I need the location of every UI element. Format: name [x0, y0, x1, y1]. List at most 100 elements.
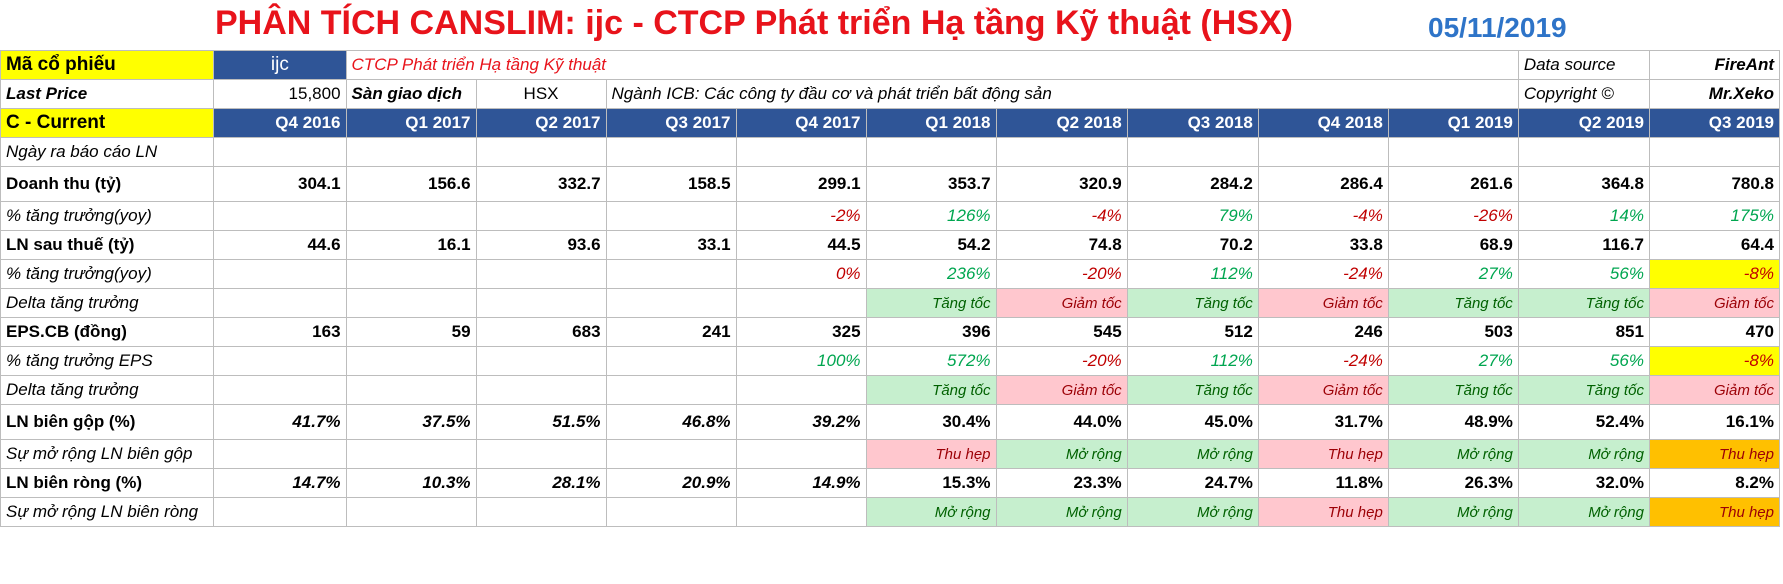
cell[interactable]: Tăng tốc [865, 375, 997, 405]
current-label[interactable]: C - Current [0, 108, 215, 138]
cell[interactable]: Giảm tốc [1257, 375, 1389, 405]
cell[interactable]: 332.7 [475, 166, 607, 202]
cell[interactable]: Tăng tốc [1517, 375, 1650, 405]
cell[interactable] [605, 346, 737, 376]
cell[interactable]: 11.8% [1257, 468, 1389, 498]
cell[interactable]: 851 [1517, 317, 1650, 347]
cell[interactable]: 33.8 [1257, 230, 1389, 260]
cell[interactable]: 70.2 [1126, 230, 1259, 260]
cell[interactable]: 16.1% [1648, 404, 1781, 440]
cell[interactable]: 48.9% [1387, 404, 1519, 440]
cell[interactable]: 93.6 [475, 230, 607, 260]
cell[interactable]: 284.2 [1126, 166, 1259, 202]
cell[interactable]: Tăng tốc [1387, 375, 1519, 405]
last-price-label[interactable]: Last Price [0, 79, 215, 109]
cell[interactable]: 39.2% [735, 404, 867, 440]
row-label[interactable]: Ngày ra báo cáo LN [0, 137, 215, 167]
data-source-label[interactable]: Data source [1517, 50, 1650, 80]
cell[interactable]: Tăng tốc [1126, 375, 1259, 405]
cell[interactable]: 241 [605, 317, 737, 347]
last-price-value[interactable]: 15,800 [213, 79, 347, 109]
cell[interactable] [213, 375, 347, 405]
cell[interactable] [345, 137, 477, 167]
row-label[interactable]: Sự mở rộng LN biên ròng [0, 497, 215, 527]
cell[interactable] [1648, 137, 1781, 167]
cell[interactable] [213, 137, 347, 167]
quarter-header[interactable]: Q4 2016 [213, 108, 347, 138]
cell[interactable] [605, 259, 737, 289]
cell[interactable]: Mở rộng [1387, 439, 1519, 469]
cell[interactable]: 158.5 [605, 166, 737, 202]
quarter-header[interactable]: Q2 2018 [995, 108, 1128, 138]
cell[interactable] [735, 137, 867, 167]
cell[interactable]: -4% [1257, 201, 1389, 231]
cell[interactable] [735, 497, 867, 527]
quarter-header[interactable]: Q1 2017 [345, 108, 477, 138]
cell[interactable]: Tăng tốc [865, 288, 997, 318]
cell[interactable] [213, 497, 347, 527]
row-label[interactable]: EPS.CB (đồng) [0, 317, 215, 347]
cell[interactable] [1517, 137, 1650, 167]
cell[interactable] [345, 497, 477, 527]
cell[interactable] [345, 201, 477, 231]
cell[interactable]: 512 [1126, 317, 1259, 347]
cell[interactable]: 14.9% [735, 468, 867, 498]
copyright-value[interactable]: Mr.Xeko [1648, 79, 1781, 109]
cell[interactable]: Giảm tốc [1257, 288, 1389, 318]
cell[interactable]: Thu hẹp [1648, 439, 1781, 469]
cell[interactable]: 545 [995, 317, 1128, 347]
cell[interactable]: Mở rộng [865, 497, 997, 527]
cell[interactable] [213, 201, 347, 231]
ticker-label[interactable]: Mã cổ phiếu [0, 50, 215, 80]
cell[interactable] [345, 346, 477, 376]
cell[interactable] [345, 439, 477, 469]
row-label[interactable]: Delta tăng trưởng [0, 288, 215, 318]
data-source-value[interactable]: FireAnt [1648, 50, 1781, 80]
cell[interactable]: 325 [735, 317, 867, 347]
cell[interactable]: 27% [1387, 259, 1519, 289]
cell[interactable]: -24% [1257, 346, 1389, 376]
cell[interactable] [605, 375, 737, 405]
cell[interactable]: 37.5% [345, 404, 477, 440]
cell[interactable] [605, 439, 737, 469]
quarter-header[interactable]: Q2 2017 [475, 108, 607, 138]
cell[interactable]: Tăng tốc [1126, 288, 1259, 318]
cell[interactable]: 59 [345, 317, 477, 347]
cell[interactable]: 112% [1126, 346, 1259, 376]
cell[interactable] [475, 201, 607, 231]
cell[interactable]: 364.8 [1517, 166, 1650, 202]
cell[interactable]: 100% [735, 346, 867, 376]
cell[interactable]: 31.7% [1257, 404, 1389, 440]
cell[interactable] [865, 137, 997, 167]
cell[interactable]: 304.1 [213, 166, 347, 202]
cell[interactable]: Giảm tốc [995, 375, 1128, 405]
cell[interactable]: 572% [865, 346, 997, 376]
cell[interactable]: -24% [1257, 259, 1389, 289]
row-label[interactable]: % tăng trưởng(yoy) [0, 259, 215, 289]
cell[interactable] [345, 288, 477, 318]
cell[interactable]: 470 [1648, 317, 1781, 347]
copyright-label[interactable]: Copyright © [1517, 79, 1650, 109]
cell[interactable]: 261.6 [1387, 166, 1519, 202]
cell[interactable]: Thu hẹp [1257, 439, 1389, 469]
cell[interactable] [475, 439, 607, 469]
cell[interactable]: 116.7 [1517, 230, 1650, 260]
quarter-header[interactable]: Q3 2018 [1126, 108, 1259, 138]
cell[interactable]: Thu hẹp [1257, 497, 1389, 527]
cell[interactable]: 14.7% [213, 468, 347, 498]
row-label[interactable]: LN sau thuế (tỷ) [0, 230, 215, 260]
cell[interactable]: Mở rộng [995, 439, 1128, 469]
row-label[interactable]: LN biên ròng (%) [0, 468, 215, 498]
cell[interactable] [345, 259, 477, 289]
row-label[interactable]: LN biên gộp (%) [0, 404, 215, 440]
cell[interactable]: Mở rộng [1387, 497, 1519, 527]
cell[interactable]: 64.4 [1648, 230, 1781, 260]
cell[interactable]: Mở rộng [1126, 497, 1259, 527]
cell[interactable] [735, 375, 867, 405]
cell[interactable] [735, 288, 867, 318]
cell[interactable]: -8% [1648, 259, 1781, 289]
cell[interactable]: 175% [1648, 201, 1781, 231]
row-label[interactable]: Delta tăng trưởng [0, 375, 215, 405]
cell[interactable]: 51.5% [475, 404, 607, 440]
cell[interactable]: 27% [1387, 346, 1519, 376]
